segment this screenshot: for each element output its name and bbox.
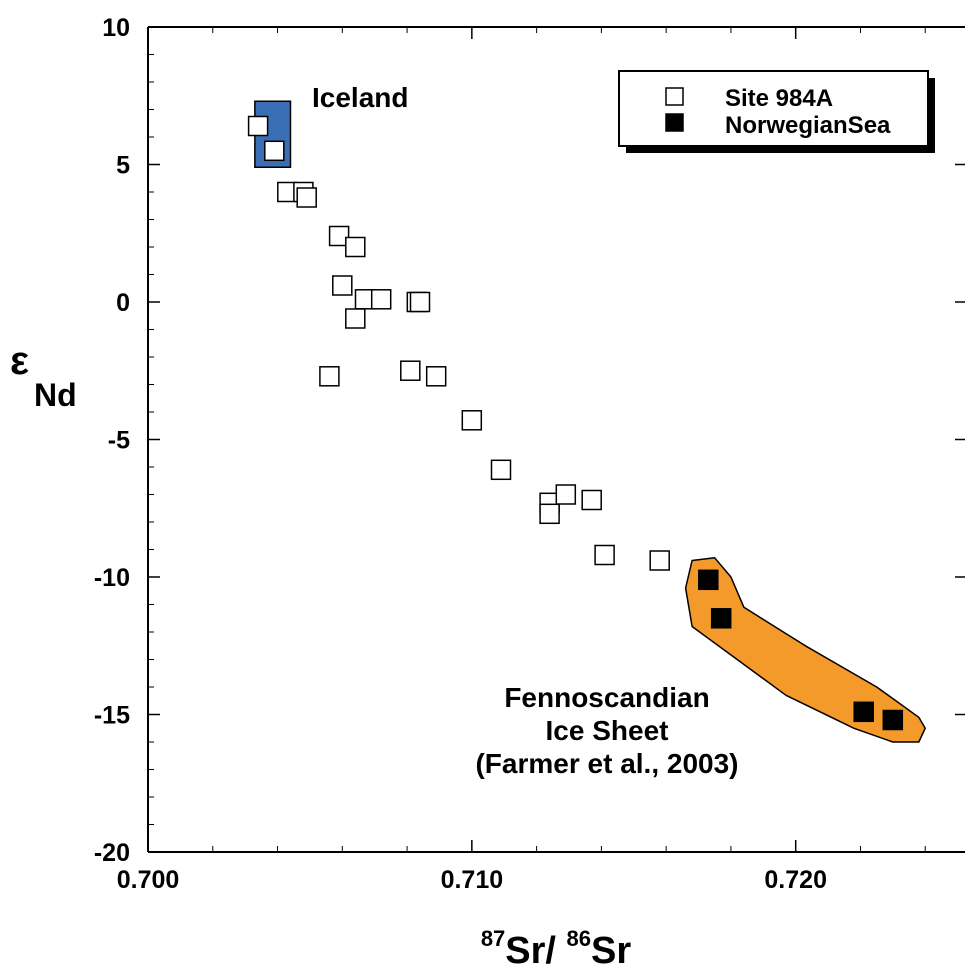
norwegiansea-point: [710, 608, 732, 629]
y-tick-label: -20: [94, 839, 130, 867]
x-axis-title-sup2: 86: [567, 926, 591, 951]
axis-ticks: 10 5 0 -5 -10 -15 -200.700 0.710 0.720: [94, 14, 965, 894]
fennoscandian-label-line2: Ice Sheet: [546, 715, 669, 746]
site984a-point: [332, 275, 353, 296]
y-axis-title-subscript: Nd: [34, 377, 77, 413]
site984a-point: [370, 289, 392, 310]
norwegiansea-point: [853, 701, 874, 723]
y-tick-label: 10: [102, 14, 130, 42]
x-axis-title-mid: Sr/: [505, 930, 566, 972]
site984a-point: [539, 503, 560, 525]
site984a-point: [425, 366, 447, 387]
site984a-point: [400, 360, 421, 381]
y-tick-label: 5: [116, 152, 130, 180]
x-tick-label: 0.700: [117, 866, 180, 894]
norwegiansea-point: [882, 709, 904, 731]
site984a-point: [345, 308, 366, 329]
site984a-point: [581, 489, 602, 511]
x-axis-title-end: Sr: [591, 930, 631, 972]
site984a-point: [345, 236, 366, 258]
x-axis-title: 87Sr/ 86Sr: [481, 926, 632, 972]
fennoscandian-label-line3: (Farmer et al., 2003): [475, 748, 738, 779]
legend-label-site984a: Site 984A: [725, 85, 833, 112]
y-tick-label: -10: [94, 564, 130, 592]
fennoscandian-label-line1: Fennoscandian: [504, 682, 709, 713]
site984a-point: [264, 140, 285, 162]
legend-filled-square-marker: [665, 113, 684, 132]
site984a-point: [328, 225, 350, 247]
regions-layer: [254, 100, 926, 743]
x-tick-label: 0.720: [764, 866, 827, 894]
legend-open-square-marker: [665, 87, 684, 106]
legend: Site 984A NorwegianSea: [618, 70, 935, 153]
y-tick-label: -15: [94, 702, 130, 730]
y-tick-label: 0: [116, 289, 130, 317]
region-fennoscandian-ice-sheet: [684, 557, 926, 743]
data-points: [247, 115, 904, 731]
x-axis-title-sup1: 87: [481, 926, 505, 951]
site984a-point: [594, 544, 615, 566]
y-tick-label: -5: [108, 427, 130, 455]
site984a-point: [490, 459, 512, 481]
legend-box: [618, 70, 929, 147]
site984a-point: [319, 366, 340, 387]
site984a-point: [461, 410, 483, 431]
norwegiansea-point: [698, 569, 719, 591]
y-axis-title-epsilon: ε: [10, 339, 29, 383]
legend-label-norwegiansea: NorwegianSea: [725, 112, 891, 139]
site984a-point: [555, 484, 577, 505]
site984a-point: [649, 550, 670, 571]
site984a-point: [409, 291, 431, 313]
iceland-label: Iceland: [312, 82, 408, 113]
x-tick-label: 0.710: [441, 866, 504, 894]
site984a-point: [247, 115, 269, 137]
site984a-point: [296, 187, 317, 208]
